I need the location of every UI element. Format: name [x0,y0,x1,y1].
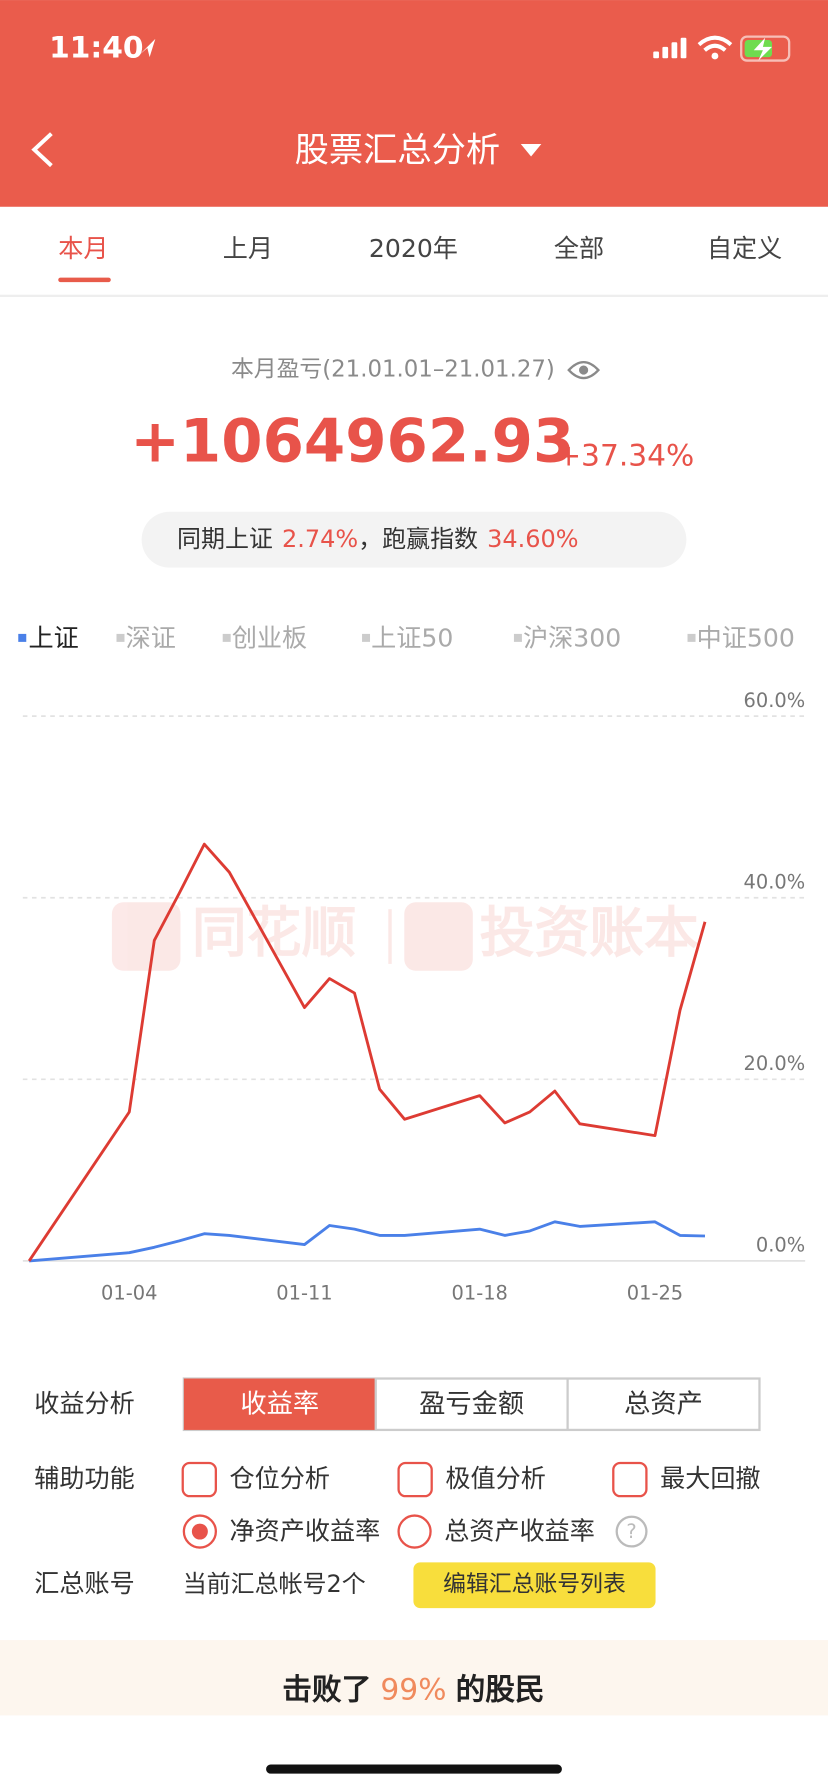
battery-frame [740,35,791,62]
watermark-text: 投资账本 [480,901,699,965]
legend-label[interactable]: 上证 [29,624,79,653]
index-swatch [116,633,125,642]
footer-part: 击败了 [282,1672,371,1707]
series-line [27,842,707,1262]
legend-swatch [18,633,27,642]
tab[interactable]: 2020年 [369,234,458,263]
tab[interactable]: 全部 [554,234,604,263]
tab-indicator [58,277,111,283]
x-tick-label: 01-18 [452,1282,508,1305]
radio[interactable] [397,1514,432,1549]
compare-pill [141,511,687,568]
y-tick-label: 0.0% [756,1234,805,1257]
index-tab[interactable]: 创业板 [232,624,307,653]
footer-rank: 99% [380,1672,446,1707]
title-dropdown[interactable] [520,143,542,157]
segment-option[interactable]: 盈亏金额 [419,1389,524,1419]
help-icon[interactable] [615,1515,648,1548]
index-swatch [513,633,522,642]
control-label: 收益分析 [34,1389,134,1418]
control-label: 汇总账号 [34,1569,134,1598]
summary-amount: +1064962.93 [130,408,574,477]
index-swatch [222,633,231,642]
footer-part: 的股民 [456,1672,545,1707]
segment-option[interactable]: 总资产 [624,1389,703,1419]
y-tick-label: 60.0% [744,689,806,712]
summary-label: 本月盈亏(21.01.01–21.01.27) [231,357,555,383]
footer-bg [0,1640,828,1716]
home-indicator [266,1764,562,1774]
signal-icon [653,37,687,59]
segment-option[interactable]: 收益率 [240,1389,319,1419]
watermark: 同花顺 投资账本 [111,901,699,971]
divider [0,294,828,297]
y-tick-label: 20.0% [744,1052,806,1075]
checkbox[interactable] [612,1461,648,1498]
x-tick-label: 01-25 [627,1282,683,1305]
checkbox[interactable] [397,1461,433,1498]
summary-percent: +37.34% [556,438,694,473]
footer-text: 击败了 99% 的股民 [282,1672,544,1707]
checkbox-label[interactable]: 仓位分析 [230,1464,330,1493]
checkbox-label[interactable]: 极值分析 [445,1464,545,1493]
radio-label[interactable]: 总资产收益率 [444,1517,595,1546]
x-tick-label: 01-04 [101,1282,157,1305]
index-tab[interactable]: 上证50 [371,624,453,653]
radio-dot [191,1523,208,1540]
index-tab[interactable]: 中证500 [697,624,795,653]
compare-text: 同期上证 2.74%，跑赢指数 34.60% [177,525,579,553]
status-time: 11:40 [49,31,144,66]
tab[interactable]: 上月 [223,234,273,263]
compare-label: ，跑赢指数 [358,525,478,553]
tab[interactable]: 本月 [58,234,108,263]
checkbox[interactable] [181,1461,217,1498]
series-line [29,1220,706,1263]
tab[interactable]: 自定义 [707,234,782,263]
index-swatch [687,633,696,642]
account-text: 当前汇总帐号2个 [183,1570,366,1598]
back-button[interactable] [31,132,53,168]
edit-button[interactable] [413,1562,656,1609]
page-title[interactable]: 股票汇总分析 [295,130,501,170]
index-swatch [362,633,371,642]
edit-button-text[interactable]: 编辑汇总账号列表 [443,1572,626,1598]
location-icon [139,38,156,58]
help-text[interactable]: ? [626,1520,636,1543]
x-tick-label: 01-11 [276,1282,332,1305]
wifi-dot [711,52,719,60]
header-bg [0,0,828,207]
checkbox-label[interactable]: 最大回撤 [660,1464,760,1493]
control-label: 辅助功能 [34,1464,134,1493]
compare-index: 2.74% [282,525,358,553]
index-tab[interactable]: 深证 [126,624,176,653]
segment-active[interactable] [183,1378,376,1430]
wifi-icon [697,35,733,52]
compare-excess: 34.60% [487,525,578,553]
charging-icon [753,37,773,61]
compare-label: 同期上证 [177,525,273,553]
y-tick-label: 40.0% [744,870,806,893]
eye-icon[interactable] [567,360,601,380]
radio-label[interactable]: 净资产收益率 [230,1517,381,1546]
index-tab[interactable]: 沪深300 [523,624,621,653]
